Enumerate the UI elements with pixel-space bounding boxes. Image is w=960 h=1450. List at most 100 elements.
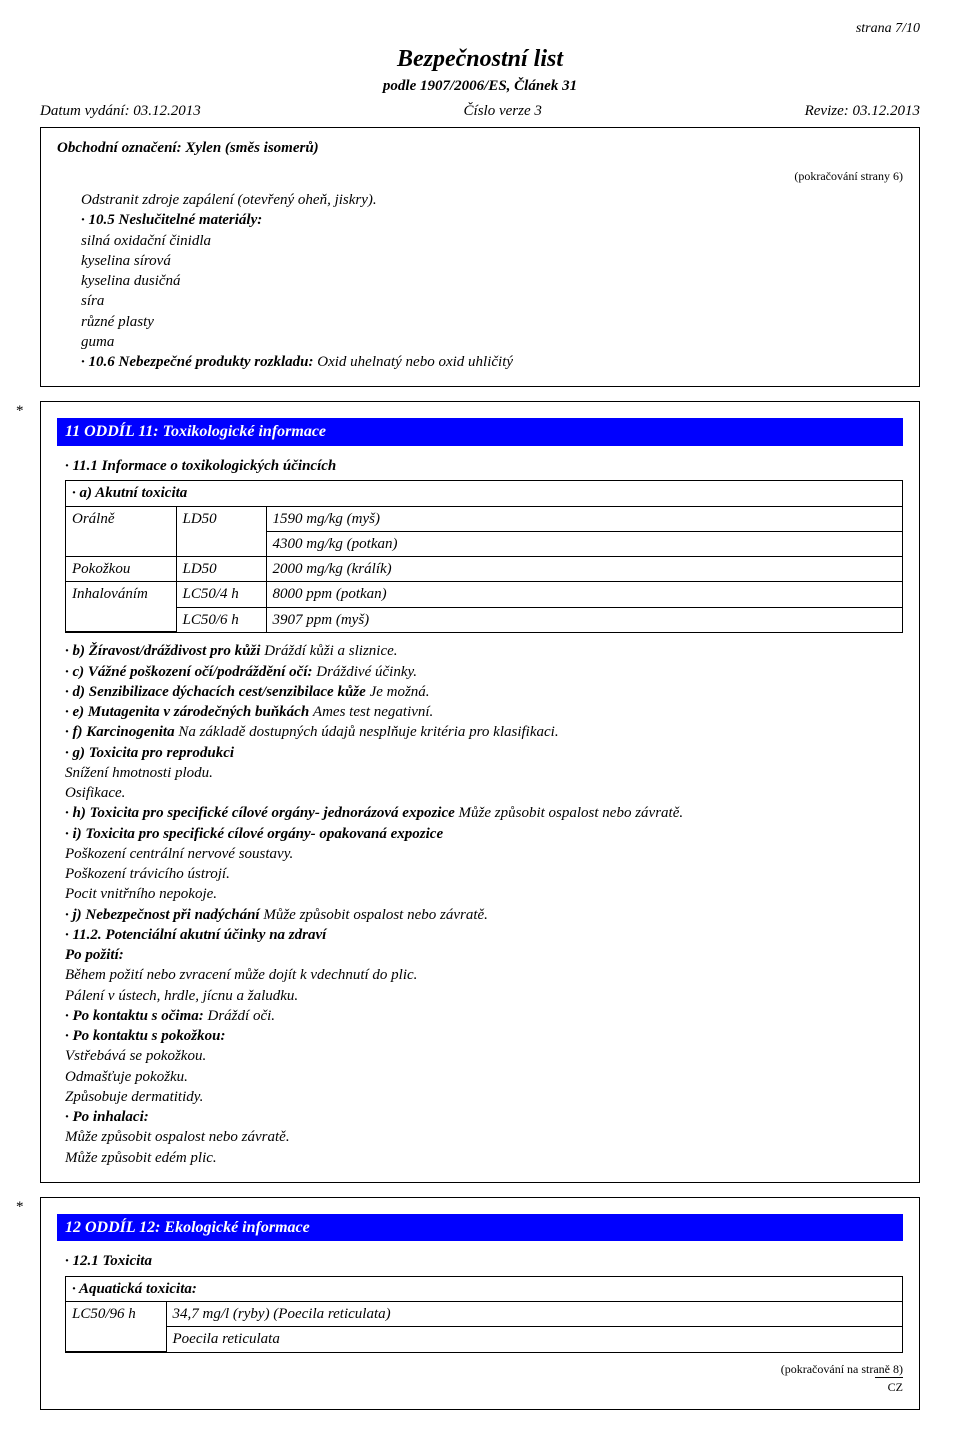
box-continuation: Obchodní označení: Xylen (směs isomerů) … [40, 127, 920, 388]
cell: LD50 [176, 507, 266, 557]
sec-10-6-title: · 10.6 Nebezpečné produkty rozkladu: [81, 354, 317, 370]
po-poziti-label: Po požití: [65, 947, 124, 963]
box-section-12: 12 ODDÍL 12: Ekologické informace · 12.1… [40, 1197, 920, 1410]
line-c-text: Dráždivé účinky. [316, 664, 417, 680]
g-body-1: Osifikace. [65, 783, 903, 803]
po-poziti-0: Během požití nebo zvracení může dojít k … [65, 965, 903, 985]
line-b: · b) Žíravost/dráždivost pro kůži Dráždí… [65, 641, 903, 661]
line-f-label: · f) Karcinogenita [65, 724, 178, 740]
section-12-bar: 12 ODDÍL 12: Ekologické informace [57, 1214, 903, 1242]
line-e: · e) Mutagenita v zárodečných buňkách Am… [65, 702, 903, 722]
table-row: Pokožkou LD50 2000 mg/kg (králík) [66, 557, 902, 582]
line-b-label: · b) Žíravost/dráždivost pro kůži [65, 643, 264, 659]
aquatic-toxicity-box: · Aquatická toxicita: LC50/96 h 34,7 mg/… [65, 1276, 903, 1353]
po-inhalaci: · Po inhalaci: [65, 1107, 903, 1127]
cell: Orálně [66, 507, 176, 557]
line-e-text: Ames test negativní. [313, 704, 433, 720]
footer-cz: CZ [875, 1377, 903, 1395]
line-h-label: · h) Toxicita pro specifické cílové orgá… [65, 805, 459, 821]
line-d-label: · d) Senzibilizace dýchacích cest/senzib… [65, 684, 370, 700]
aquatic-toxicity-title: · Aquatická toxicita: [66, 1277, 902, 1302]
po-pokozkou-0: Vstřebává se pokožkou. [65, 1046, 903, 1066]
line-d-text: Je možná. [370, 684, 430, 700]
line-c-label: · c) Vážné poškození očí/podráždění očí: [65, 664, 316, 680]
line-j-text: Může způsobit ospalost nebo závratě. [263, 907, 488, 923]
line-f: · f) Karcinogenita Na základě dostupných… [65, 722, 903, 742]
line-f-text: Na základě dostupných údajů nesplňuje kr… [178, 724, 558, 740]
line-h-text: Může způsobit ospalost nebo závratě. [459, 805, 684, 821]
cell: 8000 ppm (potkan) [266, 582, 902, 607]
mat-2: kyselina dusičná [81, 271, 903, 291]
cell: LD50 [176, 557, 266, 582]
cell: 34,7 mg/l (ryby) (Poecila reticulata) [166, 1302, 902, 1327]
remove-sources: Odstranit zdroje zapálení (otevřený oheň… [81, 190, 903, 210]
line-e-label: · e) Mutagenita v zárodečných buňkách [65, 704, 313, 720]
line-c: · c) Vážné poškození očí/podráždění očí:… [65, 662, 903, 682]
acute-toxicity-box: · a) Akutní toxicita Orálně LD50 1590 mg… [65, 480, 903, 633]
cell: LC50/96 h [66, 1302, 166, 1352]
po-inhalaci-label: · Po inhalaci: [65, 1109, 149, 1125]
mat-4: různé plasty [81, 312, 903, 332]
cell: LC50/4 h [176, 582, 266, 607]
po-poziti: Po požití: [65, 945, 903, 965]
cell: 2000 mg/kg (králík) [266, 557, 902, 582]
header-row: Datum vydání: 03.12.2013 Číslo verze 3 R… [40, 101, 920, 121]
cell: 1590 mg/kg (myš) [266, 507, 902, 532]
cell: LC50/6 h [176, 607, 266, 632]
issue-date: Datum vydání: 03.12.2013 [40, 101, 201, 121]
mat-5: guma [81, 332, 903, 352]
cell: Poecila reticulata [166, 1327, 902, 1352]
table-row: Inhalováním LC50/4 h 8000 ppm (potkan) [66, 582, 902, 607]
line-i-label: · i) Toxicita pro specifické cílové orgá… [65, 826, 443, 842]
po-poziti-1: Pálení v ústech, hrdle, jícnu a žaludku. [65, 986, 903, 1006]
line-g: · g) Toxicita pro reprodukci [65, 743, 903, 763]
line-h: · h) Toxicita pro specifické cílové orgá… [65, 803, 903, 823]
line-i: · i) Toxicita pro specifické cílové orgá… [65, 824, 903, 844]
table-row: LC50/96 h 34,7 mg/l (ryby) (Poecila reti… [66, 1302, 902, 1327]
cell: 3907 ppm (myš) [266, 607, 902, 632]
po-pokozkou-2: Způsobuje dermatitidy. [65, 1087, 903, 1107]
aquatic-table: LC50/96 h 34,7 mg/l (ryby) (Poecila reti… [66, 1302, 902, 1352]
acute-toxicity-title: · a) Akutní toxicita [66, 481, 902, 506]
mat-1: kyselina sírová [81, 251, 903, 271]
doc-title: Bezpečnostní list [40, 43, 920, 75]
cell: Pokožkou [66, 557, 176, 582]
cell: Inhalováním [66, 582, 176, 632]
po-pokozkou: · Po kontaktu s pokožkou: [65, 1026, 903, 1046]
version: Číslo verze 3 [464, 101, 542, 121]
continuation-to: (pokračování na straně 8) [65, 1361, 903, 1377]
toxicity-table: Orálně LD50 1590 mg/kg (myš) 4300 mg/kg … [66, 507, 902, 633]
doc-subtitle: podle 1907/2006/ES, Článek 31 [40, 76, 920, 96]
sec-10-5-title: · 10.5 Neslučitelné materiály: [81, 212, 262, 228]
po-inhalaci-1: Může způsobit edém plic. [65, 1148, 903, 1168]
i-body-0: Poškození centrální nervové soustavy. [65, 844, 903, 864]
sec-11-2-label: · 11.2. Potenciální akutní účinky na zdr… [65, 927, 326, 943]
mat-0: silná oxidační činidla [81, 231, 903, 251]
line-j: · j) Nebezpečnost při nadýchání Může způ… [65, 905, 903, 925]
trade-name: Obchodní označení: Xylen (směs isomerů) [57, 138, 903, 158]
line-j-label: · j) Nebezpečnost při nadýchání [65, 907, 263, 923]
page-number: strana 7/10 [40, 20, 920, 39]
table-row: Orálně LD50 1590 mg/kg (myš) [66, 507, 902, 532]
sec-11-2: · 11.2. Potenciální akutní účinky na zdr… [65, 925, 903, 945]
sec-12-1: · 12.1 Toxicita [65, 1253, 152, 1269]
section-12-marker: * [16, 1197, 24, 1217]
continuation-from: (pokračování strany 6) [57, 168, 903, 184]
mat-3: síra [81, 291, 903, 311]
i-body-2: Pocit vnitřního nepokoje. [65, 884, 903, 904]
g-body-0: Snížení hmotnosti plodu. [65, 763, 903, 783]
table-row: Poecila reticulata [66, 1327, 902, 1352]
section-11-bar: 11 ODDÍL 11: Toxikologické informace [57, 418, 903, 446]
table-row: LC50/6 h 3907 ppm (myš) [66, 607, 902, 632]
line-b-text: Dráždí kůži a sliznice. [264, 643, 397, 659]
po-ocima-text: Dráždí oči. [208, 1008, 276, 1024]
sec-10-6-text: Oxid uhelnatý nebo oxid uhličitý [317, 354, 513, 370]
sec-10-6: · 10.6 Nebezpečné produkty rozkladu: Oxi… [81, 352, 903, 372]
line-d: · d) Senzibilizace dýchacích cest/senzib… [65, 682, 903, 702]
po-inhalaci-0: Může způsobit ospalost nebo závratě. [65, 1127, 903, 1147]
po-pokozkou-label: · Po kontaktu s pokožkou: [65, 1028, 225, 1044]
po-pokozkou-1: Odmašťuje pokožku. [65, 1067, 903, 1087]
po-ocima-label: · Po kontaktu s očima: [65, 1008, 208, 1024]
cell: 4300 mg/kg (potkan) [266, 531, 902, 556]
revision: Revize: 03.12.2013 [805, 101, 920, 121]
